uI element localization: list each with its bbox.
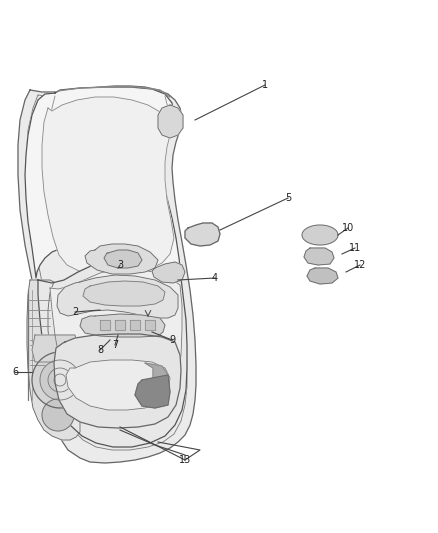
Polygon shape <box>40 360 80 400</box>
Polygon shape <box>80 314 165 337</box>
Polygon shape <box>42 399 74 431</box>
Text: 7: 7 <box>112 340 118 350</box>
Polygon shape <box>302 225 338 245</box>
Text: 8: 8 <box>97 345 103 355</box>
Text: 9: 9 <box>169 335 175 345</box>
Text: 6: 6 <box>12 367 18 377</box>
Polygon shape <box>307 268 338 284</box>
Polygon shape <box>145 363 168 407</box>
Polygon shape <box>18 86 196 463</box>
Text: 4: 4 <box>212 273 218 283</box>
Text: 2: 2 <box>72 307 78 317</box>
Polygon shape <box>54 374 66 386</box>
Text: 11: 11 <box>349 243 361 253</box>
Polygon shape <box>27 280 80 440</box>
Polygon shape <box>100 320 110 330</box>
Polygon shape <box>32 352 88 408</box>
Polygon shape <box>48 368 72 392</box>
Polygon shape <box>38 262 187 447</box>
Polygon shape <box>158 105 183 138</box>
Polygon shape <box>57 275 178 318</box>
Polygon shape <box>66 360 170 410</box>
Polygon shape <box>54 334 181 428</box>
Polygon shape <box>83 281 165 306</box>
Text: 1: 1 <box>262 80 268 90</box>
Polygon shape <box>115 320 125 330</box>
Text: 10: 10 <box>342 223 354 233</box>
Text: 5: 5 <box>285 193 291 203</box>
Polygon shape <box>32 335 78 362</box>
Polygon shape <box>104 250 142 268</box>
Polygon shape <box>185 223 220 246</box>
Polygon shape <box>42 97 174 275</box>
Text: 3: 3 <box>117 260 123 270</box>
Polygon shape <box>50 270 182 424</box>
Polygon shape <box>130 320 140 330</box>
Text: 13: 13 <box>179 455 191 465</box>
Polygon shape <box>25 87 181 280</box>
Polygon shape <box>85 244 158 274</box>
Polygon shape <box>304 248 334 265</box>
Polygon shape <box>152 262 185 283</box>
Polygon shape <box>135 375 170 408</box>
Polygon shape <box>145 320 155 330</box>
Text: 12: 12 <box>354 260 366 270</box>
